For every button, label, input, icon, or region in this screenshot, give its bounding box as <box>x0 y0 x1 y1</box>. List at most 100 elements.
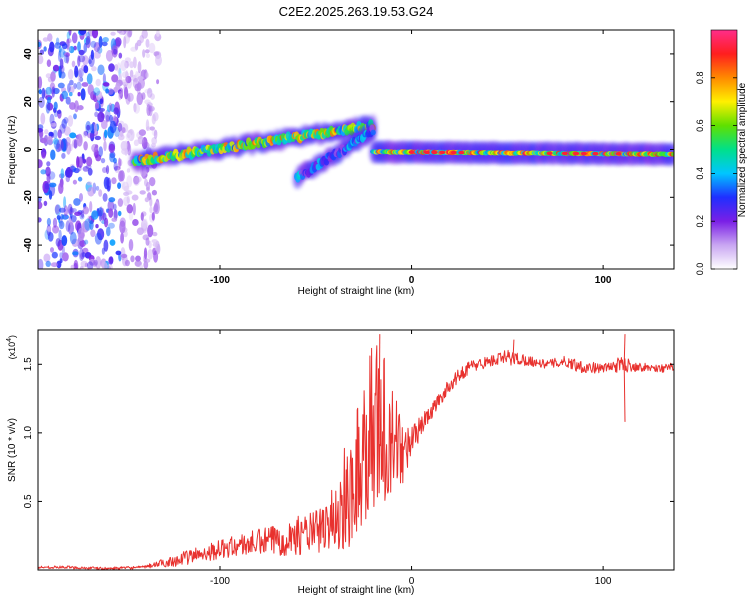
noise-speckle <box>54 204 62 216</box>
noise-speckle <box>67 115 74 127</box>
noise-speckle <box>43 253 51 263</box>
noise-speckle <box>51 251 58 259</box>
noise-speckle <box>137 76 144 81</box>
noise-speckle <box>94 135 102 141</box>
noise-speckle <box>145 72 149 79</box>
noise-speckle <box>58 220 65 230</box>
noise-speckle <box>77 41 81 52</box>
noise-speckle <box>97 64 105 76</box>
noise-speckle <box>121 127 126 134</box>
noise-speckle <box>94 232 102 245</box>
noise-speckle <box>72 179 77 185</box>
ridge-blob <box>670 151 674 157</box>
ridge-peak <box>592 151 599 156</box>
noise-speckle <box>153 129 158 140</box>
noise-speckle <box>50 247 54 253</box>
noise-speckle <box>118 158 123 167</box>
noise-speckle <box>111 74 119 83</box>
x-tick-label: 0 <box>409 576 415 587</box>
noise-speckle <box>63 126 71 136</box>
noise-speckle <box>129 61 135 69</box>
noise-speckle <box>86 124 91 131</box>
noise-speckle <box>89 201 93 213</box>
noise-speckle <box>61 152 66 159</box>
noise-speckle <box>117 122 123 133</box>
snr-spikes <box>378 334 626 451</box>
noise-speckle <box>66 142 71 155</box>
noise-speckle <box>142 219 147 230</box>
noise-speckle <box>109 120 117 134</box>
noise-speckle <box>38 89 42 95</box>
noise-speckle <box>103 239 109 252</box>
noise-speckle <box>54 42 61 49</box>
noise-speckle <box>67 38 72 44</box>
noise-speckle <box>151 212 155 221</box>
noise-speckle <box>151 113 156 125</box>
noise-speckle <box>80 266 84 269</box>
colorbar-label: Normalized spectral amplitude <box>737 82 748 217</box>
noise-speckle <box>95 144 99 149</box>
noise-speckle <box>97 228 105 241</box>
y-tick-label: 1.0 <box>23 425 34 439</box>
ridge-peak <box>573 151 580 156</box>
noise-speckle <box>108 143 116 153</box>
noise-speckle <box>44 129 49 135</box>
noise-speckle <box>147 249 154 260</box>
noise-speckle <box>44 183 51 190</box>
noise-speckle <box>79 76 84 82</box>
noise-speckle <box>60 168 64 179</box>
noise-speckle <box>88 59 92 65</box>
noise-speckle <box>52 217 58 228</box>
noise-speckle <box>63 205 69 217</box>
noise-speckle <box>126 168 131 173</box>
noise-speckle <box>49 41 55 53</box>
noise-speckle <box>69 102 76 110</box>
noise-speckle <box>53 129 58 139</box>
noise-speckle <box>45 86 52 95</box>
noise-speckle <box>90 229 96 238</box>
noise-speckle <box>133 103 140 114</box>
noise-speckle <box>70 208 77 213</box>
noise-speckle <box>69 220 74 226</box>
noise-speckle <box>153 250 159 263</box>
noise-speckle <box>38 96 45 109</box>
noise-speckle <box>94 123 98 134</box>
noise-speckle <box>148 42 156 54</box>
noise-speckle <box>89 220 94 231</box>
noise-speckle <box>101 41 108 47</box>
snr-spike <box>623 364 626 422</box>
noise-speckle <box>45 166 51 177</box>
noise-speckle <box>125 70 129 83</box>
colorbar-tick-label: 0.2 <box>695 215 705 228</box>
noise-speckle <box>77 92 81 97</box>
noise-speckle <box>63 54 69 64</box>
noise-speckle <box>78 49 85 56</box>
noise-speckle <box>97 46 103 54</box>
colorbar-tick-label: 0.6 <box>695 119 705 132</box>
noise-speckle <box>52 138 60 145</box>
noise-speckle <box>109 256 114 264</box>
noise-speckle <box>155 54 162 66</box>
x-tick-label: 100 <box>595 576 612 587</box>
ridge-peak <box>546 151 553 156</box>
noise-speckle <box>56 139 64 152</box>
noise-speckle <box>73 139 78 149</box>
noise-speckle <box>77 176 83 182</box>
noise-speckle <box>74 211 82 216</box>
noise-speckle <box>106 226 111 237</box>
noise-speckle <box>103 82 110 87</box>
noise-speckle <box>98 189 103 197</box>
noise-speckle <box>104 129 108 139</box>
noise-speckle <box>65 96 71 105</box>
noise-speckle <box>97 107 105 112</box>
noise-speckle <box>82 166 90 172</box>
noise-speckle <box>149 206 153 214</box>
noise-speckle <box>68 30 72 36</box>
noise-speckle <box>67 69 74 80</box>
noise-speckle <box>152 231 158 237</box>
noise-speckle <box>138 129 146 137</box>
y-tick-label: 0 <box>23 146 34 152</box>
noise-speckle <box>73 83 77 90</box>
noise-speckle <box>106 264 113 269</box>
noise-speckle <box>77 55 81 67</box>
